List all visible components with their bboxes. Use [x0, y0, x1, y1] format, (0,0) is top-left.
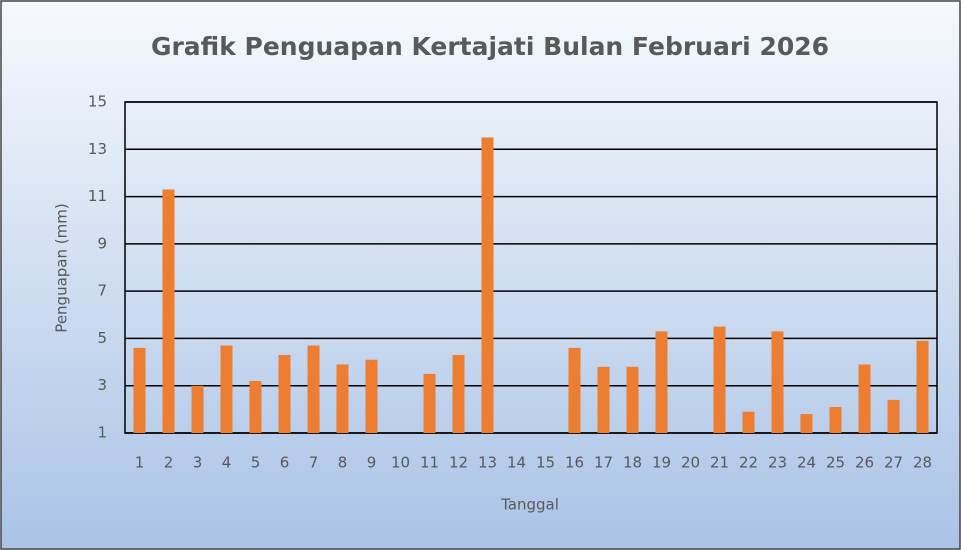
x-tick-label: 27: [884, 454, 903, 472]
bar: [249, 380, 262, 433]
x-tick-label: 20: [681, 454, 700, 472]
y-tick-label: 5: [97, 329, 107, 347]
bar: [713, 326, 726, 433]
chart-title: Grafik Penguapan Kertajati Bulan Februar…: [151, 32, 829, 61]
x-tick-label: 22: [739, 454, 758, 472]
bar: [887, 399, 900, 433]
bar: [220, 345, 233, 433]
x-tick-label: 13: [478, 454, 497, 472]
x-tick-label: 18: [623, 454, 642, 472]
x-tick-label: 19: [652, 454, 671, 472]
x-tick-label: 23: [768, 454, 787, 472]
x-tick-label: 21: [710, 454, 729, 472]
x-tick-label: 8: [338, 454, 348, 472]
bar: [800, 414, 813, 433]
x-tick-label: 1: [135, 454, 145, 472]
x-tick-label: 4: [222, 454, 232, 472]
x-tick-label: 15: [536, 454, 555, 472]
bar: [771, 331, 784, 433]
y-tick-label: 1: [97, 424, 107, 442]
x-tick-label: 12: [449, 454, 468, 472]
bar: [916, 340, 929, 433]
y-tick-label: 9: [97, 234, 107, 252]
bar: [626, 366, 639, 433]
x-tick-label: 6: [280, 454, 290, 472]
x-tick-label: 9: [367, 454, 377, 472]
bar: [423, 373, 436, 433]
bar: [336, 364, 349, 433]
y-tick-label: 15: [88, 93, 107, 111]
bar: [829, 406, 842, 433]
bar: [858, 364, 871, 433]
x-tick-label: 14: [507, 454, 526, 472]
y-tick-label: 13: [88, 140, 107, 158]
x-tick-label: 24: [797, 454, 816, 472]
y-tick-label: 3: [97, 376, 107, 394]
x-tick-label: 26: [855, 454, 874, 472]
bar: [568, 347, 581, 433]
bar: [307, 345, 320, 433]
bar: [365, 359, 378, 433]
x-tick-label: 17: [594, 454, 613, 472]
x-tick-label: 25: [826, 454, 845, 472]
x-tick-label: 3: [193, 454, 203, 472]
y-tick-label: 11: [88, 187, 107, 205]
bar: [597, 366, 610, 433]
bar: [452, 354, 465, 433]
x-tick-label: 7: [309, 454, 319, 472]
bar: [162, 189, 175, 433]
x-tick-label: 5: [251, 454, 261, 472]
bar: [481, 137, 494, 433]
bar: [191, 385, 204, 433]
x-axis-label: Tanggal: [500, 496, 559, 514]
y-axis-label: Penguapan (mm): [53, 203, 71, 332]
y-tick-label: 7: [97, 282, 107, 300]
x-tick-label: 16: [565, 454, 584, 472]
x-tick-label: 11: [420, 454, 439, 472]
bar: [133, 347, 146, 433]
bar: [742, 411, 755, 433]
bar: [278, 354, 291, 433]
x-tick-label: 28: [913, 454, 932, 472]
bar: [655, 331, 668, 433]
x-tick-label: 2: [164, 454, 174, 472]
x-tick-label: 10: [391, 454, 410, 472]
